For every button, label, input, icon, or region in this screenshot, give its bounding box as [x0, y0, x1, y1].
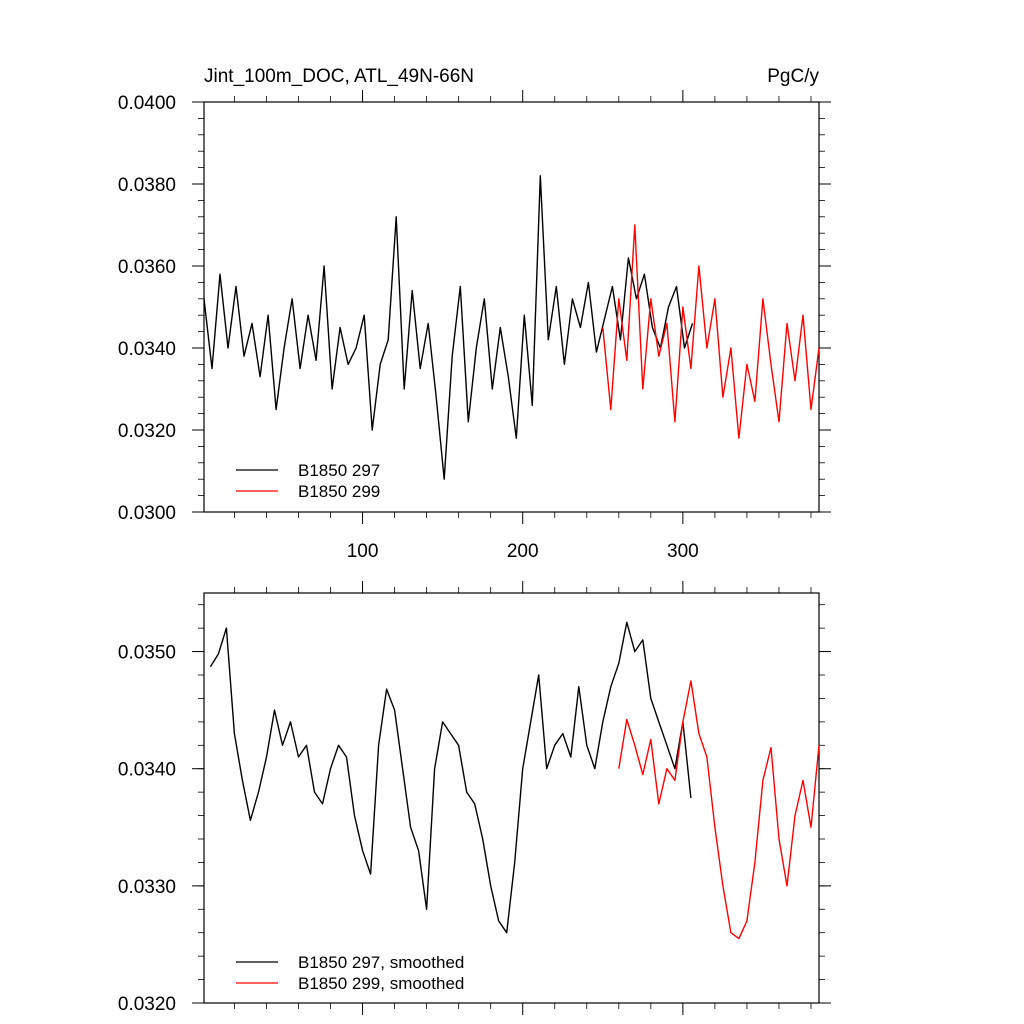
panel-bottom: 0.0320 0.0330 0.0340 0.0350 B1850 297, smoo… — [118, 581, 831, 1015]
y-tick-label: 0.0380 — [118, 175, 176, 196]
x-tick-label: 300 — [667, 541, 699, 562]
legend-label-smoothed-1: B1850 297, smoothed — [298, 953, 464, 972]
legend-top: B1850 297 B1850 299 — [236, 461, 380, 501]
legend-label-series-2: B1850 299 — [298, 482, 380, 501]
y-tick-label: 0.0340 — [118, 760, 176, 781]
y-tick-label: 0.0360 — [118, 257, 176, 278]
bottom-series-line-1 — [209, 621, 692, 934]
y-tick-label: 0.0340 — [118, 339, 176, 360]
legend-label-smoothed-2: B1850 299, smoothed — [298, 974, 464, 993]
y-tick-label: 0.0320 — [118, 994, 176, 1015]
y-tick-label: 0.0400 — [118, 93, 176, 114]
panel-top: Jint_100m_DOC, ATL_49N-66N PgC/y 0.03000… — [118, 66, 831, 562]
top-series-line-1 — [203, 175, 694, 480]
x-tick-label: 200 — [507, 541, 539, 562]
legend-label-series-1: B1850 297 — [298, 461, 380, 480]
legend-bottom: B1850 297, smoothed B1850 299, smoothed — [236, 953, 464, 993]
chart-title: Jint_100m_DOC, ATL_49N-66N — [204, 66, 474, 87]
y-tick-label: 0.0350 — [118, 643, 176, 664]
plot-frame-bottom — [203, 592, 820, 1004]
plot-frame-top — [203, 101, 820, 513]
y-tick-label: 0.0330 — [118, 877, 176, 898]
x-tick-label: 100 — [347, 541, 379, 562]
units-label: PgC/y — [767, 66, 819, 87]
axis-ticks-bottom: 0.0320 0.0330 0.0340 0.0350 — [118, 581, 831, 1015]
axis-ticks-top: 0.0300 0.0320 0.0340 0.0360 0.0380 0.0400 100 2… — [118, 90, 831, 562]
series-lines-bottom — [209, 621, 820, 940]
y-tick-label: 0.0320 — [118, 421, 176, 442]
y-tick-label: 0.0300 — [118, 503, 176, 524]
bottom-series-line-2 — [618, 680, 820, 940]
top-series-line-2 — [602, 224, 820, 439]
series-lines-top — [203, 175, 820, 480]
